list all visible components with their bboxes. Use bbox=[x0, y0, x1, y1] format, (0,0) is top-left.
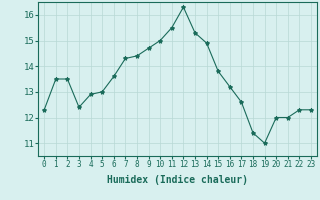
X-axis label: Humidex (Indice chaleur): Humidex (Indice chaleur) bbox=[107, 175, 248, 185]
